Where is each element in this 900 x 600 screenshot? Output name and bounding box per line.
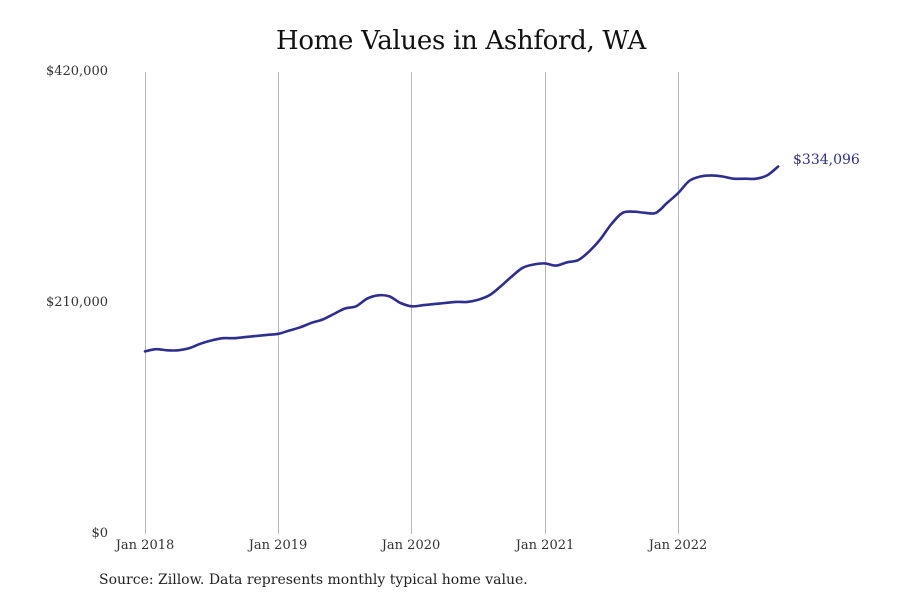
y-tick-420000: $420,000: [45, 64, 108, 79]
x-tick-jan-2018: Jan 2018: [115, 538, 175, 553]
y-tick-210000: $210,000: [45, 295, 108, 310]
y-tick-0: $0: [91, 526, 108, 541]
chart-title: Home Values in Ashford, WA: [275, 26, 647, 56]
x-tick-jan-2022: Jan 2022: [648, 538, 708, 553]
gridline-2019: [278, 72, 279, 534]
x-tick-jan-2019: Jan 2019: [248, 538, 308, 553]
gridline-2020: [411, 72, 412, 534]
x-tick-jan-2020: Jan 2020: [381, 538, 441, 553]
home-value-line: [143, 165, 780, 353]
source-note: Source: Zillow. Data represents monthly …: [99, 572, 528, 588]
gridline-2022: [678, 72, 679, 534]
x-tick-jan-2021: Jan 2021: [515, 538, 575, 553]
gridline-2018: [145, 72, 146, 534]
latest-value-label: $334,096: [793, 152, 860, 168]
gridline-2021: [545, 72, 546, 534]
